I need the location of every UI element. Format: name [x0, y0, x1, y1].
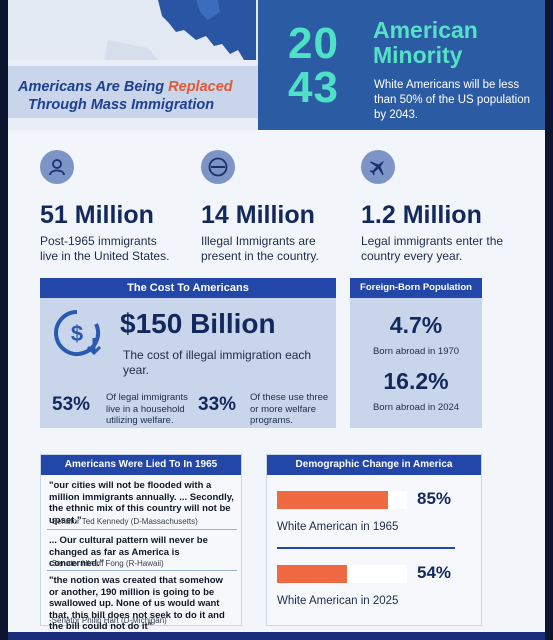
welfare-pct-2: 33% [198, 394, 237, 415]
header-right: 20 43 American Minority White Americans … [258, 0, 545, 130]
quote-fong: ... Our cultural pattern will never be c… [49, 535, 208, 569]
quote-divider [47, 570, 237, 571]
welfare-pct-1: 53% [52, 394, 91, 415]
us-map-graphic [8, 0, 258, 60]
welfare-pct-1-desc: Of legal immigrants live in a household … [106, 392, 188, 426]
foreign-born-header: Foreign-Born Population [350, 278, 482, 298]
cost-desc: The cost of illegal immigration each yea… [123, 348, 312, 377]
quote-hart-author: -Senator Philip Hart (D-Michigan) [49, 616, 167, 625]
quote-fong-author: -Senator Hiram Fong (R-Hawaii) [49, 559, 164, 568]
demographic-header: Demographic Change in America [267, 455, 481, 475]
bar-1965-pct: 85% [417, 489, 452, 508]
quote-hart: "the notion was created that somehow or … [49, 575, 225, 632]
header-title: American Minority [373, 17, 478, 68]
tagline-accent: Replaced [168, 79, 233, 95]
bar-2025-pct: 54% [417, 563, 452, 582]
stat-desc: Post-1965 immigrants live in the United … [40, 234, 170, 263]
bar-1965-label: White American in 1965 [277, 521, 399, 533]
bar-1965-fill [277, 491, 388, 509]
year-bottom: 43 [288, 63, 339, 112]
year-display: 20 43 [288, 22, 360, 110]
quotes-header: Americans Were Lied To In 1965 [41, 455, 241, 475]
stat-legal: 1.2 Million Legal immigrants enter the c… [361, 150, 521, 264]
stat-value: 51 Million [40, 201, 154, 229]
quote-kennedy-author: -Senator Ted Kennedy (D-Massachusetts) [49, 517, 198, 526]
foreign-born-2024-value: 16.2% [383, 368, 449, 394]
tagline-banner: Americans Are Being Replaced Through Mas… [8, 66, 258, 118]
stat-post-1965: 51 Million Post-1965 immigrants live in … [40, 150, 200, 264]
quote-divider [47, 529, 237, 530]
tagline-line2: Through Mass Immigration [28, 97, 215, 113]
cost-panel-header: The Cost To Americans [40, 278, 336, 298]
demographic-panel: Demographic Change in America 85% White … [266, 454, 482, 626]
stat-illegal: 14 Million Illegal Immigrants are presen… [201, 150, 361, 264]
cost-panel: The Cost To Americans $ $150 Billion The… [40, 278, 336, 428]
bar-1965-track [277, 491, 407, 509]
airplane-icon [361, 150, 395, 184]
welfare-pct-2-desc: Of these use three or more welfare progr… [250, 392, 329, 426]
bottom-strip [8, 632, 545, 640]
foreign-born-1970-label: Born abroad in 1970 [372, 346, 460, 357]
stat-value: 1.2 Million [361, 201, 482, 229]
year-top: 20 [288, 19, 339, 68]
quote-kennedy: "our cities will not be flooded with a m… [49, 480, 234, 526]
bar-2025-fill [277, 565, 348, 583]
stat-desc: Illegal Immigrants are present in the co… [201, 234, 319, 263]
quotes-panel: Americans Were Lied To In 1965 "our citi… [40, 454, 242, 632]
no-entry-icon [201, 150, 235, 184]
bar-2025-track [277, 565, 407, 583]
stat-desc: Legal immigrants enter the country every… [361, 234, 504, 263]
cost-value: $150 Billion [120, 308, 276, 339]
foreign-born-1970-value: 4.7% [389, 312, 443, 338]
bar-2025-label: White American in 2025 [277, 595, 399, 607]
foreign-born-2024-label: Born abroad in 2024 [372, 402, 460, 413]
infographic: Americans Are Being Replaced Through Mas… [8, 0, 545, 640]
section-divider [277, 547, 455, 549]
tagline-line1: Americans Are Being Replaced [18, 79, 233, 95]
stat-value: 14 Million [201, 201, 315, 229]
foreign-born-panel: Foreign-Born Population 4.7% Born abroad… [350, 278, 482, 428]
header-left: Americans Are Being Replaced Through Mas… [8, 0, 258, 130]
person-icon [40, 150, 74, 184]
svg-text:$: $ [71, 321, 83, 346]
header-subtitle: White Americans will be less than 50% of… [374, 79, 531, 121]
dollar-down-icon: $ [52, 308, 102, 363]
